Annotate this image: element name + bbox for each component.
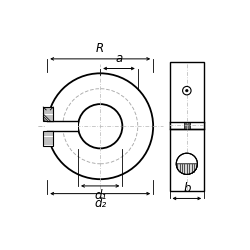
Text: d₁: d₁: [94, 190, 106, 202]
Bar: [184, 122, 190, 129]
Bar: [43, 131, 53, 146]
Circle shape: [186, 89, 188, 92]
Text: R: R: [96, 42, 104, 56]
Bar: [170, 62, 204, 129]
Circle shape: [182, 86, 191, 95]
Bar: [43, 107, 53, 122]
Bar: [170, 122, 204, 191]
Text: b: b: [183, 182, 190, 195]
Bar: [45, 122, 78, 131]
Wedge shape: [176, 164, 198, 174]
Text: d₂: d₂: [94, 197, 106, 210]
Text: a: a: [115, 52, 122, 66]
Circle shape: [176, 153, 198, 174]
